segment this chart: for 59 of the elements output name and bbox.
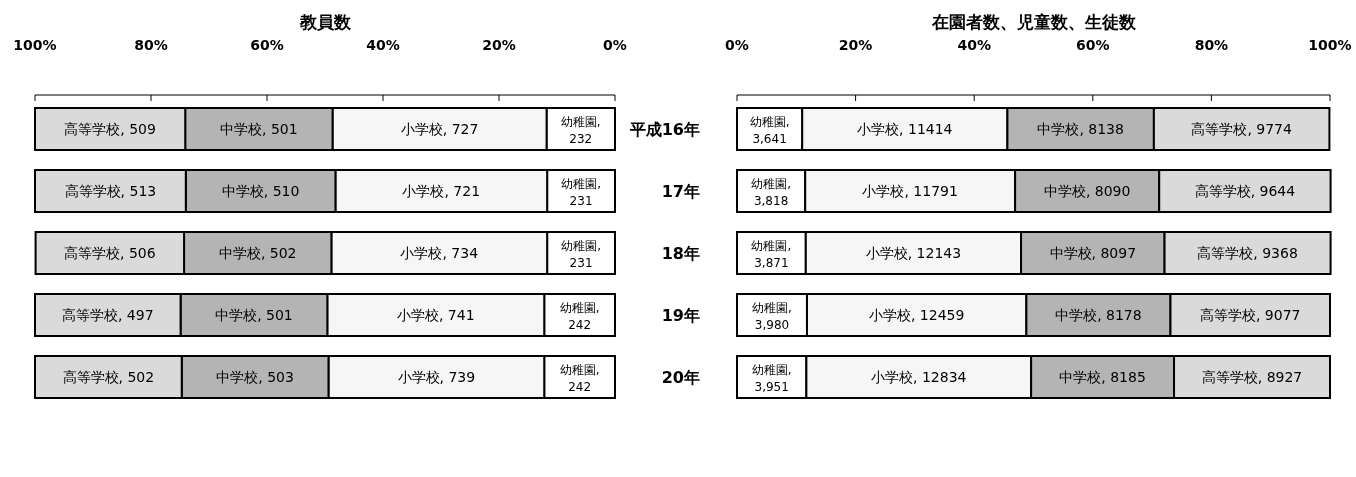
annotation: 中学校, 8090 <box>1043 183 1131 199</box>
x-tick-label: 20% <box>482 37 516 53</box>
annotation: 小学校, 11791 <box>862 183 958 199</box>
annotation: 幼稚園, 232 <box>560 115 601 146</box>
annotation: 小学校, 734 <box>400 245 479 261</box>
y-tick-label: 20年 <box>661 368 700 387</box>
x-tick-label: 100% <box>13 37 57 53</box>
annotation: 小学校, 12143 <box>865 245 962 261</box>
annotation: 幼稚園, 3,951 <box>751 363 792 394</box>
y-tick-label: 平成16年 <box>628 120 700 139</box>
annotation: 幼稚園, 242 <box>559 363 600 394</box>
annotation: 幼稚園, 3,641 <box>749 115 790 146</box>
annotation: 中学校, 502 <box>218 245 297 261</box>
annotation: 小学校, 721 <box>402 183 481 199</box>
x-tick-label: 40% <box>366 37 400 53</box>
annotation: 中学校, 501 <box>215 307 293 323</box>
x-tick-label: 80% <box>1194 37 1229 53</box>
annotation: 高等学校, 9368 <box>1197 245 1298 261</box>
annotation: 小学校, 12834 <box>871 369 967 385</box>
x-tick-label: 40% <box>957 37 991 53</box>
y-tick-label: 17年 <box>661 182 700 201</box>
annotation: 小学校, 741 <box>396 307 475 323</box>
annotation: 中学校, 501 <box>220 121 298 137</box>
annotation: 中学校, 503 <box>216 369 294 385</box>
x-tick-label: 0% <box>603 37 627 53</box>
annotation: 幼稚園, 242 <box>559 301 600 332</box>
x-tick-label: 80% <box>134 37 168 53</box>
y-tick-label: 19年 <box>661 306 700 325</box>
y-tick-label: 18年 <box>661 244 700 263</box>
annotation: 幼稚園, 231 <box>561 177 601 208</box>
x-tick-label: 20% <box>838 37 873 53</box>
annotation: 高等学校, 9774 <box>1191 121 1292 137</box>
chart-title: 教員数 <box>298 12 352 32</box>
annotation: 高等学校, 8927 <box>1201 369 1303 385</box>
x-tick-label: 100% <box>1308 37 1352 53</box>
annotation: 高等学校, 502 <box>62 369 155 385</box>
annotation: 中学校, 510 <box>221 183 300 199</box>
annotation: 小学校, 739 <box>397 369 476 385</box>
chart-title: 在園者数、児童数、生徒数 <box>930 12 1137 32</box>
annotation: 小学校, 12459 <box>868 307 965 323</box>
annotation: 小学校, 727 <box>400 121 479 137</box>
annotation: 高等学校, 513 <box>64 183 157 199</box>
annotation: 高等学校, 509 <box>64 121 156 137</box>
x-tick-label: 60% <box>250 37 284 53</box>
annotation: 幼稚園, 3,818 <box>751 177 792 208</box>
annotation: 幼稚園, 3,871 <box>751 239 792 270</box>
annotation: 幼稚園, 231 <box>561 239 601 270</box>
annotation: 高等学校, 506 <box>64 245 156 261</box>
annotation: 中学校, 8178 <box>1055 307 1142 323</box>
annotation: 高等学校, 9077 <box>1199 307 1301 323</box>
annotation: 高等学校, 9644 <box>1194 183 1296 199</box>
x-tick-label: 60% <box>1076 37 1110 53</box>
annotation: 小学校, 11414 <box>857 121 953 137</box>
annotation: 高等学校, 497 <box>61 307 154 323</box>
annotation: 中学校, 8185 <box>1059 369 1146 385</box>
annotation: 中学校, 8097 <box>1049 245 1137 261</box>
x-tick-label: 0% <box>725 37 749 53</box>
annotation: 幼稚園, 3,980 <box>752 301 792 332</box>
annotation: 中学校, 8138 <box>1037 121 1124 137</box>
